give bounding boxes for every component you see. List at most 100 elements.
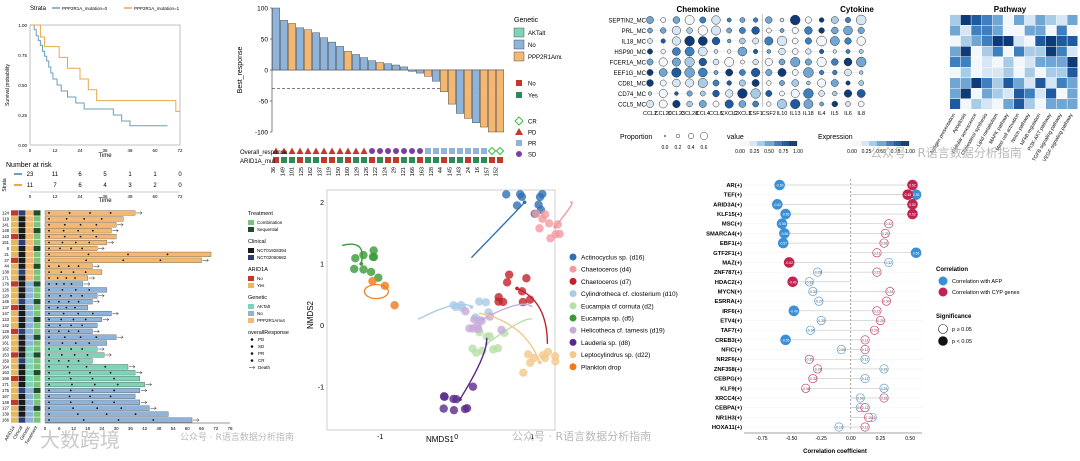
expression-bar-segment [859,141,862,146]
bubble-dot [672,16,681,24]
heatmap-cell [982,88,993,99]
km-legend-label: PPP2R1A_mutation=1 [134,6,180,11]
swimmer-xtick: 30 [114,426,120,431]
bubble-dot [727,38,732,44]
swimmer-annotation-cell [18,293,26,299]
swimmer-event [89,395,91,398]
km-risk-count: 3 [128,183,132,189]
swimmer-annotation-cell [11,346,18,352]
wf-sample-id: 101 [290,167,296,176]
value-bar-segment [745,141,748,146]
arid-legend-title: ARID1A [248,267,268,273]
swimmer-event [61,288,64,291]
wf-bar [360,57,368,71]
swimmer-annotation-cell [11,222,18,228]
bubble-dot [737,88,748,99]
expression-bar-segment [852,141,854,146]
bubble-dot [819,69,825,76]
swimmer-event [91,229,94,232]
swimmer-annotation-cell [11,417,18,423]
swimmer-annotation-cell [33,352,41,358]
bubble-dot [647,48,653,55]
swimmer-row-label: 119 [2,216,9,221]
bubble-dot [739,69,746,76]
pathway-title: Pathway [994,5,1027,14]
swimmer-annotation-cell [18,239,26,246]
swimmer-annotation-cell [26,387,33,394]
bubble-col-label: CXCL2 [720,111,738,117]
nmds-arrowhead [458,397,462,402]
wf-arid-mark [497,157,503,163]
value-bar-segment [779,141,782,146]
swimmer-row-label: 176 [2,281,10,286]
swimmer-annotation-cell [18,393,26,400]
nmds-trajectory [554,201,573,228]
heatmap-cell [1035,46,1046,57]
corr-gene-label: ZNF358(+) [714,367,742,373]
bubble-col-label: CCL28 [681,111,698,117]
nmds-legend: Actinocyclus sp. (d16) Chaetoceros (d4) Ch… [569,253,678,371]
value-bar-segment [759,141,761,146]
corr-dot-value: -0.35 [805,280,813,284]
swimmer-annotation-cell [11,340,18,346]
bubble-dot [766,49,772,54]
swimmer-event [55,283,58,285]
swimmer-annotation-cell [26,269,33,275]
swimmer-annotation-cell [18,269,26,275]
corr-dot [774,179,785,191]
bubble-dot [779,28,785,33]
wf-sample-id: 129 [355,167,361,176]
bubble-dot [845,80,851,86]
swimmer-xtick: 18 [85,426,91,431]
value-tick: 0.25 [750,149,760,155]
bubble-row-label: CD74_MC [618,92,647,98]
expression-bar-segment [899,141,902,146]
bubble-dot [830,16,839,24]
heatmap-cell [950,88,961,99]
wf-sample-id: 122 [373,167,379,176]
bubble-dot [843,25,853,36]
swimmer-event [57,265,60,268]
expression-bar-segment [861,141,864,146]
nmds-legend-swatch [569,351,577,359]
bubble-dot [646,58,654,66]
bubble-dot [711,25,721,36]
swimmer-annotation-cell [11,239,18,246]
swimmer-annotation-cell [11,358,18,364]
wf-legend-swatch [513,27,525,38]
corr-dot [780,334,791,346]
nmds-legend-swatch [569,253,577,261]
swimmer-annotation-cell [11,293,18,299]
bubble-col-label: CSF1 [749,111,763,117]
swimmer-event [88,342,91,345]
swimmer-annotation-cell [26,222,33,228]
heatmap-cell [971,46,982,57]
swimmer-arrow [117,335,124,339]
response-legend-dot [250,359,254,362]
bubble-chart: Chemokine Cytokine Pathway SEPTIN2_MC PRL… [608,5,1078,163]
bubble-dot [765,16,773,24]
corr-gene-label: SMARCA4(+) [706,231,742,237]
km-curve-mut1 [30,24,180,112]
genetic-legend-swatch [248,318,254,323]
nmds-legend-label: Chaetoceros (d4) [581,267,631,274]
expression-bar-segment [855,141,858,146]
corr-dot [907,208,918,220]
corr-dot [788,305,800,317]
swimmer-event [77,312,80,315]
swimmer-event [87,253,90,256]
bubble-dot [740,59,745,65]
expression-bar-segment [853,141,856,146]
bubble-row-label: PRL_MC [622,29,647,35]
swimmer-event [48,330,50,333]
corr-dot [780,208,791,220]
nmds-point [512,201,522,210]
swimmer-annotation-cell [33,334,41,340]
swimmer-annotation-cell [11,411,18,417]
wf-sample-id: 119 [327,167,333,176]
corr-dot-value: -0.35 [805,358,813,362]
nmds-drop-ellipse [363,283,390,300]
corr-dot-value: -0.52 [785,261,793,265]
response-legend-label: Death [258,365,271,370]
swimmer-event [48,241,50,244]
